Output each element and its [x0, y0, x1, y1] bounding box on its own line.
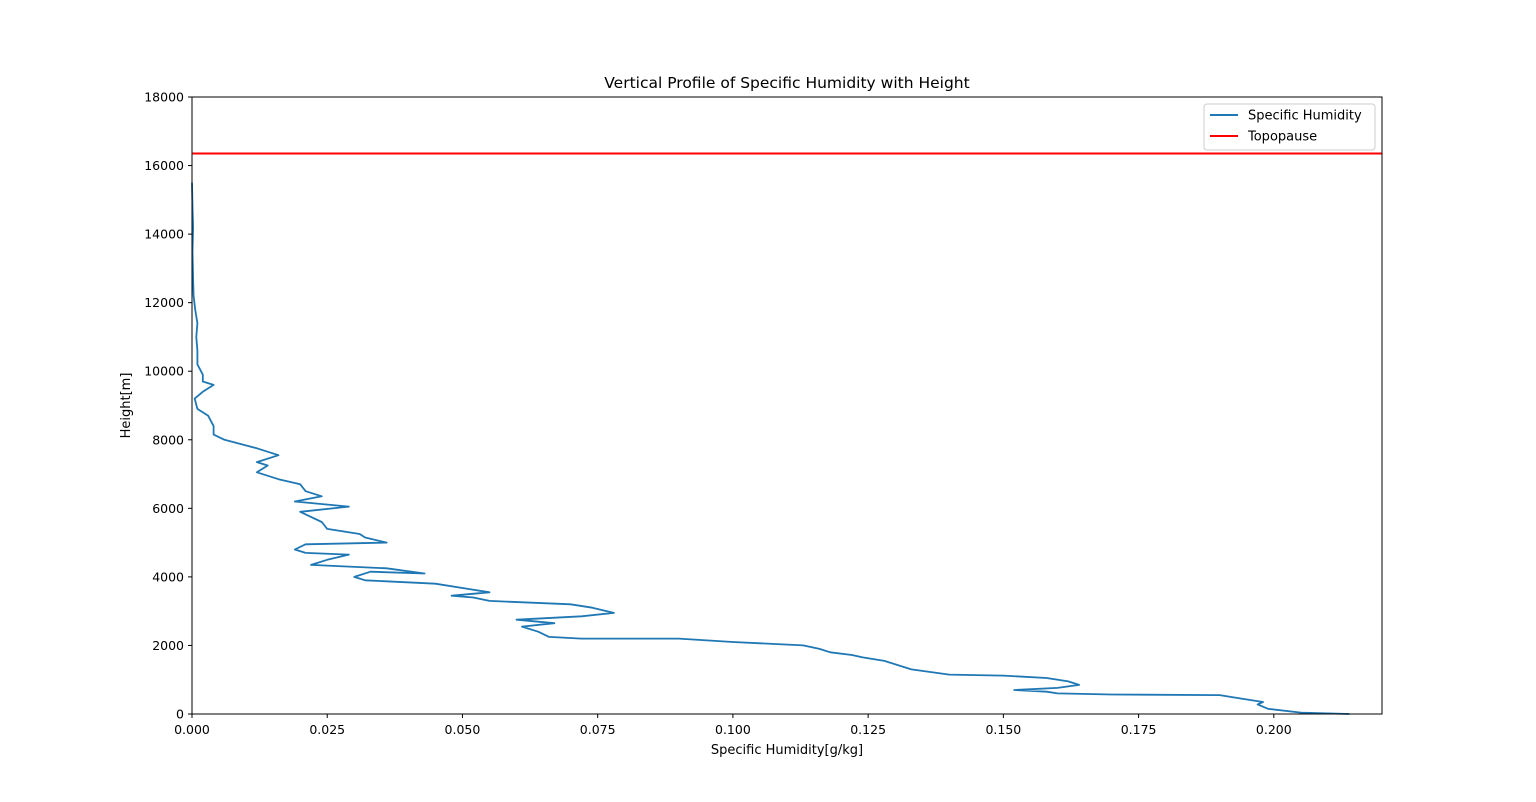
x-tick-label: 0.000 [174, 722, 210, 737]
y-tick-label: 8000 [152, 432, 184, 447]
x-tick-label: 0.025 [309, 722, 345, 737]
legend-box [1203, 103, 1376, 151]
y-tick-label: 0 [176, 707, 184, 722]
plot-area [191, 96, 1383, 715]
x-axis-label: Specific Humidity[g/kg] [711, 743, 863, 758]
x-tick-label: 0.150 [985, 722, 1021, 737]
x-tick-label: 0.200 [1256, 722, 1292, 737]
y-tick-label: 18000 [144, 90, 184, 105]
y-tick-label: 6000 [152, 501, 184, 516]
x-tick-label: 0.075 [580, 722, 616, 737]
y-tick-label: 2000 [152, 638, 184, 653]
x-tick-label: 0.100 [715, 722, 751, 737]
y-tick-label: 4000 [152, 569, 184, 584]
legend: Specific Humidity Topopause [1203, 103, 1376, 151]
chart-title: Vertical Profile of Specific Humidity wi… [604, 74, 969, 92]
x-axis: 0.000 0.025 0.050 0.075 0.100 0.125 0.150 0.175… [174, 714, 1292, 737]
y-tick-label: 14000 [144, 227, 184, 242]
legend-label: Topopause [1247, 130, 1317, 145]
y-axis-label: Height[m] [119, 373, 134, 439]
x-tick-label: 0.175 [1121, 722, 1157, 737]
x-tick-label: 0.125 [850, 722, 886, 737]
x-tick-label: 0.050 [445, 722, 481, 737]
y-tick-label: 16000 [144, 158, 184, 173]
y-tick-label: 10000 [144, 364, 184, 379]
plot-frame [191, 96, 1383, 715]
specific-humidity-line [191, 182, 1350, 715]
y-axis: 0 2000 4000 6000 8000 10000 12000 14000 16000 180… [144, 90, 192, 722]
y-tick-label: 12000 [144, 295, 184, 310]
legend-label: Specific Humidity [1248, 109, 1362, 124]
